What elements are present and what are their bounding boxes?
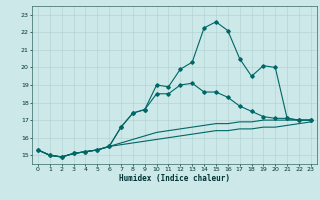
- X-axis label: Humidex (Indice chaleur): Humidex (Indice chaleur): [119, 174, 230, 183]
